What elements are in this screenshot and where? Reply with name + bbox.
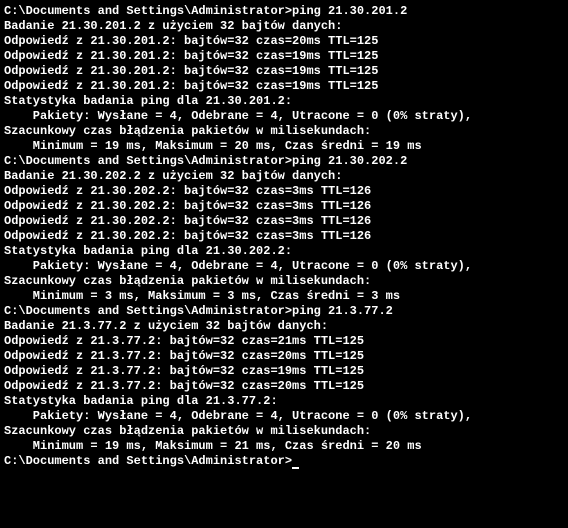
- prompt-command-line: C:\Documents and Settings\Administrator>…: [4, 4, 564, 19]
- stats-approx: Szacunkowy czas błądzenia pakietów w mil…: [4, 424, 564, 439]
- stats-title: Statystyka badania ping dla 21.30.202.2:: [4, 244, 564, 259]
- terminal-output: C:\Documents and Settings\Administrator>…: [4, 4, 564, 469]
- ping-header: Badanie 21.30.201.2 z użyciem 32 bajtów …: [4, 19, 564, 34]
- stats-packets: Pakiety: Wysłane = 4, Odebrane = 4, Utra…: [4, 259, 564, 274]
- stats-title: Statystyka badania ping dla 21.30.201.2:: [4, 94, 564, 109]
- prompt-line[interactable]: C:\Documents and Settings\Administrator>: [4, 454, 564, 469]
- ping-reply: Odpowiedź z 21.30.202.2: bajtów=32 czas=…: [4, 184, 564, 199]
- ping-reply: Odpowiedź z 21.30.202.2: bajtów=32 czas=…: [4, 199, 564, 214]
- ping-reply: Odpowiedź z 21.30.201.2: bajtów=32 czas=…: [4, 64, 564, 79]
- stats-minmax: Minimum = 3 ms, Maksimum = 3 ms, Czas śr…: [4, 289, 564, 304]
- ping-reply: Odpowiedź z 21.3.77.2: bajtów=32 czas=19…: [4, 364, 564, 379]
- stats-packets: Pakiety: Wysłane = 4, Odebrane = 4, Utra…: [4, 409, 564, 424]
- stats-packets: Pakiety: Wysłane = 4, Odebrane = 4, Utra…: [4, 109, 564, 124]
- stats-approx: Szacunkowy czas błądzenia pakietów w mil…: [4, 124, 564, 139]
- prompt-command-line: C:\Documents and Settings\Administrator>…: [4, 304, 564, 319]
- ping-header: Badanie 21.3.77.2 z użyciem 32 bajtów da…: [4, 319, 564, 334]
- stats-minmax: Minimum = 19 ms, Maksimum = 21 ms, Czas …: [4, 439, 564, 454]
- ping-reply: Odpowiedź z 21.3.77.2: bajtów=32 czas=20…: [4, 349, 564, 364]
- ping-reply: Odpowiedź z 21.30.202.2: bajtów=32 czas=…: [4, 229, 564, 244]
- ping-reply: Odpowiedź z 21.30.201.2: bajtów=32 czas=…: [4, 79, 564, 94]
- stats-approx: Szacunkowy czas błądzenia pakietów w mil…: [4, 274, 564, 289]
- ping-reply: Odpowiedź z 21.30.202.2: bajtów=32 czas=…: [4, 214, 564, 229]
- ping-reply: Odpowiedź z 21.30.201.2: bajtów=32 czas=…: [4, 49, 564, 64]
- stats-title: Statystyka badania ping dla 21.3.77.2:: [4, 394, 564, 409]
- cursor: [292, 467, 299, 469]
- ping-header: Badanie 21.30.202.2 z użyciem 32 bajtów …: [4, 169, 564, 184]
- ping-reply: Odpowiedź z 21.3.77.2: bajtów=32 czas=20…: [4, 379, 564, 394]
- stats-minmax: Minimum = 19 ms, Maksimum = 20 ms, Czas …: [4, 139, 564, 154]
- ping-reply: Odpowiedź z 21.30.201.2: bajtów=32 czas=…: [4, 34, 564, 49]
- ping-reply: Odpowiedź z 21.3.77.2: bajtów=32 czas=21…: [4, 334, 564, 349]
- prompt-command-line: C:\Documents and Settings\Administrator>…: [4, 154, 564, 169]
